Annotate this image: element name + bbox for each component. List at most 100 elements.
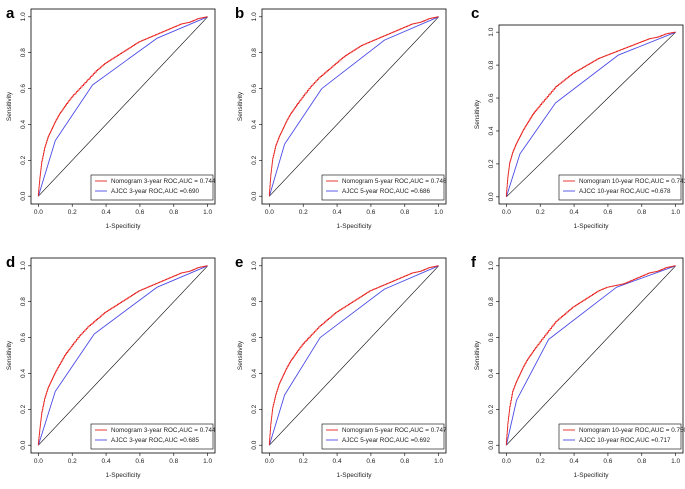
x-tick-label: 0.8 (169, 209, 178, 216)
reference-diagonal (38, 16, 208, 197)
y-tick-label: 0.6 (251, 333, 258, 342)
x-tick-label: 1.0 (434, 209, 443, 216)
x-tick-label: 0.8 (637, 209, 646, 216)
nomogram-roc-line (268, 265, 439, 446)
y-tick-label: 0.0 (488, 440, 495, 449)
x-tick-label: 0.6 (603, 209, 612, 216)
roc-panel-c: c 0.0 0.2 0.4 0.6 0.8 1.0 0.0 0.2 0.4 0.6 0.8 1.0 1-S… (471, 5, 685, 230)
y-axis-label: Sensitivity (474, 99, 481, 129)
x-tick-label: 1.0 (671, 209, 680, 216)
x-tick-label: 1.0 (203, 209, 212, 216)
panel-letter: e (235, 254, 243, 271)
nomogram-roc-line (505, 265, 676, 446)
plot-frame (30, 257, 216, 454)
x-axis-label: 1-Specificity (336, 223, 372, 230)
y-tick-label: 0.6 (488, 93, 495, 102)
legend-box (558, 423, 682, 450)
roc-panel-d: d 0.0 0.2 0.4 0.6 0.8 1.0 0.0 0.2 0.4 0.6 0.8 1.0 1-S… (6, 254, 216, 479)
roc-panel-b: b 0.0 0.2 0.4 0.6 0.8 1.0 0.0 0.2 0.4 0.6 0.8 1.0 1-S… (235, 5, 447, 230)
y-tick-label: 0.6 (20, 333, 27, 342)
x-tick-label: 0.2 (536, 209, 545, 216)
panel-letter: c (471, 5, 479, 22)
legend-entry-ajcc: AJCC 10-year ROC,AUC =0.678 (579, 188, 671, 195)
y-tick-label: 0.0 (488, 192, 495, 201)
panel-letter: f (471, 254, 477, 271)
ajcc-roc-line (505, 31, 676, 197)
x-tick-label: 1.0 (203, 458, 212, 465)
x-tick-label: 0.4 (570, 209, 579, 216)
x-tick-label: 0.2 (299, 209, 308, 216)
y-tick-label: 0.8 (488, 60, 495, 69)
x-tick-label: 0.0 (265, 209, 274, 216)
reference-diagonal (506, 265, 676, 446)
x-tick-label: 0.6 (366, 458, 375, 465)
y-tick-label: 0.2 (20, 404, 27, 413)
x-tick-label: 0.0 (34, 458, 43, 465)
y-axis-label: Sensitivity (237, 91, 244, 121)
x-tick-label: 0.0 (502, 209, 511, 216)
y-tick-label: 1.0 (20, 261, 27, 270)
roc-panel-f: f 0.0 0.2 0.4 0.6 0.8 1.0 0.0 0.2 0.4 0.6 0.8 1.0 1-S… (471, 254, 685, 479)
legend-entry-ajcc: AJCC 5-year ROC,AUC =0.692 (342, 437, 431, 444)
y-tick-label: 0.4 (251, 369, 258, 378)
x-tick-label: 0.0 (265, 458, 274, 465)
y-tick-label: 0.4 (488, 126, 495, 135)
y-tick-label: 0.0 (20, 191, 27, 200)
y-axis-label: Sensitivity (474, 340, 481, 370)
legend-entry-nomogram: Nomogram 3-year ROC,AUC = 0.744 (111, 178, 216, 185)
legend-box (90, 423, 214, 450)
y-tick-label: 1.0 (488, 27, 495, 36)
y-tick-label: 0.6 (20, 84, 27, 93)
y-axis-label: Sensitivity (237, 340, 244, 370)
reference-diagonal (269, 16, 439, 197)
reference-diagonal (506, 31, 676, 198)
legend-entry-ajcc: AJCC 5-year ROC,AUC =0.686 (342, 188, 431, 195)
x-tick-label: 0.6 (135, 209, 144, 216)
plot-frame (261, 8, 447, 205)
x-tick-label: 0.8 (400, 209, 409, 216)
x-tick-label: 0.2 (536, 458, 545, 465)
nomogram-roc-line (268, 16, 439, 197)
y-tick-label: 0.4 (251, 120, 258, 129)
ajcc-roc-line (505, 265, 676, 446)
ajcc-roc-line (268, 265, 439, 446)
reference-diagonal (269, 265, 439, 446)
x-axis-label: 1-Specificity (105, 223, 141, 230)
legend-box (558, 174, 682, 201)
plot-frame (498, 257, 684, 454)
y-tick-label: 0.8 (20, 48, 27, 57)
ajcc-roc-line (268, 16, 439, 197)
x-axis-label: 1-Specificity (105, 472, 141, 479)
plot-frame (30, 8, 216, 205)
x-tick-label: 0.6 (366, 209, 375, 216)
legend-entry-nomogram: Nomogram 10-year ROC,AUC = 0.750 (579, 427, 685, 434)
reference-diagonal (38, 265, 208, 446)
panel-letter: b (235, 5, 244, 22)
roc-panel-a: a 0.0 0.2 0.4 0.6 0.8 1.0 0.0 0.2 0.4 0.6 0.8 1.0 1-S… (6, 5, 216, 230)
y-tick-label: 0.2 (20, 155, 27, 164)
y-tick-label: 0.8 (20, 297, 27, 306)
plot-frame (261, 257, 447, 454)
nomogram-roc-line (505, 31, 676, 197)
legend-box (321, 174, 445, 201)
panel-letter: a (6, 5, 15, 22)
x-tick-label: 0.0 (502, 458, 511, 465)
x-tick-label: 0.8 (169, 458, 178, 465)
legend-entry-ajcc: AJCC 3-year ROC,AUC =0.685 (111, 437, 200, 444)
x-tick-label: 0.6 (135, 458, 144, 465)
y-tick-label: 1.0 (20, 12, 27, 21)
roc-panel-e: e 0.0 0.2 0.4 0.6 0.8 1.0 0.0 0.2 0.4 0.6 0.8 1.0 1-S… (235, 254, 447, 479)
panel-letter: d (6, 254, 15, 271)
x-tick-label: 0.6 (603, 458, 612, 465)
y-axis-label: Sensitivity (6, 340, 13, 370)
x-axis-label: 1-Specificity (573, 472, 609, 479)
y-tick-label: 1.0 (488, 261, 495, 270)
legend-box (90, 174, 214, 201)
x-axis-label: 1-Specificity (336, 472, 372, 479)
y-tick-label: 0.0 (251, 191, 258, 200)
x-tick-label: 0.4 (570, 458, 579, 465)
y-tick-label: 1.0 (251, 261, 258, 270)
nomogram-roc-line (37, 16, 208, 197)
legend-entry-ajcc: AJCC 3-year ROC,AUC =0.690 (111, 188, 200, 195)
